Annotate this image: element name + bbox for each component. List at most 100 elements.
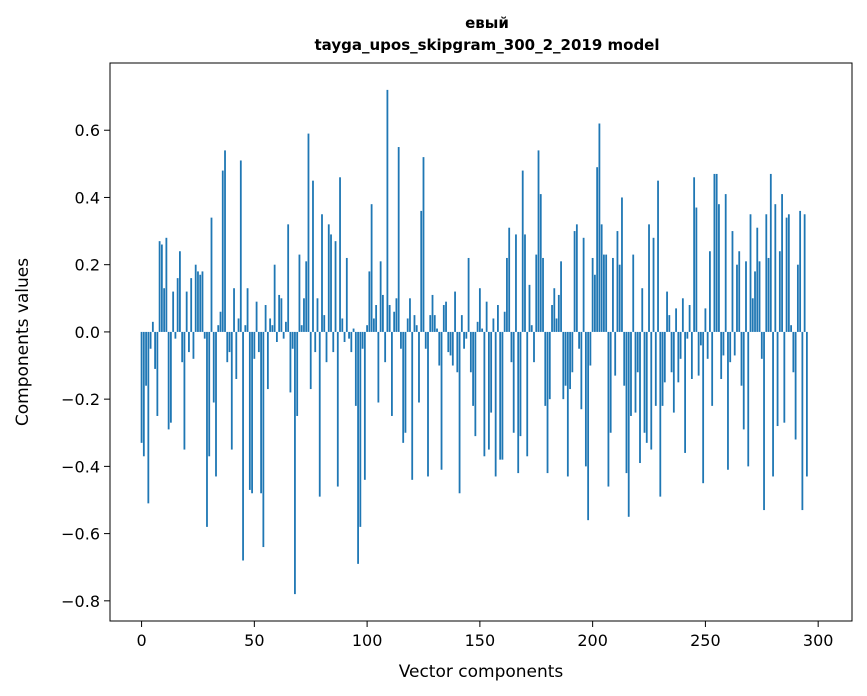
bar: [706, 331, 709, 359]
bar: [156, 331, 159, 416]
bar: [239, 160, 242, 332]
bar: [474, 331, 477, 437]
bar: [142, 331, 145, 457]
y-tick-label: −0.2: [61, 390, 100, 409]
bar: [192, 331, 195, 359]
bar: [736, 264, 738, 332]
bar: [666, 291, 668, 332]
bar: [526, 331, 529, 457]
bar: [720, 331, 723, 379]
bar: [519, 331, 522, 437]
bar: [287, 224, 290, 332]
bar: [230, 331, 233, 450]
bar: [212, 331, 215, 403]
bar: [623, 331, 626, 386]
bar: [524, 234, 526, 332]
bar: [305, 261, 308, 332]
bar: [257, 331, 260, 353]
bar: [447, 331, 450, 353]
bar: [670, 331, 673, 373]
bar: [309, 331, 312, 390]
bar: [318, 331, 321, 497]
bar: [321, 214, 323, 332]
bar: [668, 315, 671, 332]
bar: [262, 331, 265, 548]
y-tick-label: 0.2: [75, 256, 100, 275]
bar: [264, 305, 267, 332]
bar: [794, 331, 797, 440]
bar: [381, 294, 384, 332]
y-tick-label: −0.6: [61, 525, 100, 544]
bar: [747, 331, 750, 467]
bar: [377, 331, 380, 403]
bar: [431, 294, 434, 332]
bar: [253, 331, 256, 359]
bar: [244, 325, 247, 332]
bar: [490, 331, 493, 413]
y-tick-label: −0.8: [61, 592, 100, 611]
bar: [688, 305, 691, 332]
bar: [330, 234, 332, 332]
bar: [255, 301, 258, 332]
bar: [179, 251, 181, 332]
bar: [564, 331, 567, 386]
y-tick-label: 0.0: [75, 323, 100, 342]
bar: [312, 180, 314, 332]
bar: [684, 331, 686, 453]
bar: [506, 257, 508, 332]
bar: [772, 331, 774, 477]
bar: [393, 311, 396, 332]
bar: [199, 274, 202, 332]
bar: [575, 224, 578, 332]
bar: [427, 331, 429, 477]
x-tick-label: 200: [577, 631, 608, 650]
y-tick-label: 0.6: [75, 121, 100, 140]
bar: [539, 194, 542, 332]
x-tick-label: 100: [352, 631, 383, 650]
bar: [260, 331, 262, 494]
bar: [650, 331, 653, 450]
bar: [456, 331, 459, 373]
bar: [429, 315, 432, 332]
bar: [334, 241, 337, 332]
bar: [663, 331, 666, 383]
bar: [648, 224, 650, 332]
bar: [289, 331, 292, 393]
bar: [420, 210, 423, 332]
bar: [731, 231, 734, 332]
bar: [571, 331, 574, 373]
bar: [578, 331, 580, 349]
bar: [454, 291, 456, 332]
bar: [181, 331, 184, 363]
bar: [792, 331, 795, 373]
bar: [659, 331, 662, 497]
bar: [208, 331, 211, 457]
bar: [235, 331, 238, 379]
bar: [765, 214, 768, 332]
bar: [722, 331, 725, 356]
bar: [154, 331, 156, 369]
bar: [503, 311, 506, 332]
bar: [248, 331, 251, 490]
bar: [436, 328, 438, 332]
bar: [553, 288, 556, 332]
bar: [787, 214, 790, 332]
bar: [363, 331, 366, 480]
bar: [206, 331, 208, 527]
bar: [711, 331, 714, 406]
bar: [233, 288, 235, 332]
bar: [799, 210, 802, 332]
x-tick-label: 150: [465, 631, 496, 650]
bar: [551, 305, 553, 332]
bar: [339, 177, 341, 332]
bar: [467, 257, 470, 332]
bar: [368, 271, 371, 332]
bar: [147, 331, 150, 504]
bar: [481, 328, 484, 332]
bar: [598, 123, 601, 332]
bar: [573, 231, 576, 332]
bar: [790, 325, 792, 332]
bar: [163, 288, 166, 332]
bar: [562, 331, 565, 400]
bar: [246, 288, 249, 332]
